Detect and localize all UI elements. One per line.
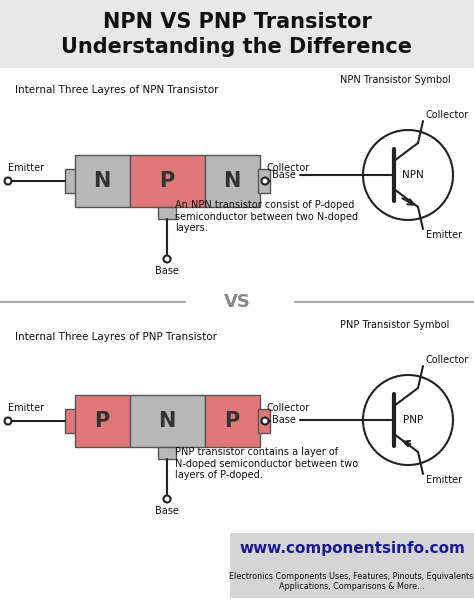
Circle shape — [164, 495, 171, 502]
Bar — [0, 530, 474, 601]
Circle shape — [363, 375, 453, 465]
Bar — [230, 533, 474, 598]
Text: N: N — [223, 171, 241, 191]
Text: NPN VS PNP Transistor: NPN VS PNP Transistor — [102, 12, 372, 32]
Text: P: P — [224, 411, 240, 431]
Text: NPN: NPN — [402, 170, 424, 180]
Bar — [65, 169, 77, 193]
Circle shape — [4, 418, 11, 424]
Text: Collector: Collector — [426, 110, 469, 120]
Bar — [65, 409, 77, 433]
Text: N: N — [93, 171, 111, 191]
Text: Emitter: Emitter — [426, 475, 462, 485]
Text: Collector: Collector — [267, 163, 310, 173]
Text: Base: Base — [155, 266, 179, 276]
Text: Emitter: Emitter — [8, 163, 44, 173]
Circle shape — [164, 255, 171, 263]
Bar — [258, 169, 270, 193]
Text: PNP: PNP — [403, 415, 423, 425]
Text: Understanding the Difference: Understanding the Difference — [62, 37, 412, 57]
Text: Emitter: Emitter — [426, 230, 462, 240]
Bar — [258, 409, 270, 433]
Text: Collector: Collector — [267, 403, 310, 413]
Text: Base: Base — [155, 506, 179, 516]
Bar — [130, 155, 205, 207]
Text: P: P — [94, 411, 109, 431]
Circle shape — [262, 418, 268, 424]
Bar — [0, 0, 474, 68]
Text: Collector: Collector — [426, 355, 469, 365]
Text: Internal Three Layres of NPN Transistor: Internal Three Layres of NPN Transistor — [15, 85, 219, 95]
Text: www.componentsinfo.com: www.componentsinfo.com — [239, 540, 465, 555]
Circle shape — [363, 130, 453, 220]
Text: PNP Transistor Symbol: PNP Transistor Symbol — [340, 320, 449, 330]
Bar — [75, 155, 130, 207]
Text: PNP transistor contains a layer of
N-doped semiconductor between two
layers of P: PNP transistor contains a layer of N-dop… — [175, 447, 358, 480]
Bar — [75, 395, 130, 447]
Text: N: N — [158, 411, 176, 431]
Circle shape — [4, 177, 11, 185]
Bar — [205, 395, 260, 447]
Text: www.co: www.co — [62, 415, 179, 495]
Text: Emitter: Emitter — [8, 403, 44, 413]
Bar — [158, 207, 176, 219]
Text: Base: Base — [272, 415, 296, 425]
Text: Internal Three Layres of PNP Transistor: Internal Three Layres of PNP Transistor — [15, 332, 217, 342]
Text: An NPN transistor consist of P-doped
semiconductor between two N-doped
layers.: An NPN transistor consist of P-doped sem… — [175, 200, 358, 233]
Text: Base: Base — [272, 170, 296, 180]
Bar — [158, 447, 176, 459]
Text: www.co: www.co — [62, 169, 179, 250]
Text: P: P — [159, 171, 174, 191]
Bar — [130, 395, 205, 447]
Text: NPN Transistor Symbol: NPN Transistor Symbol — [340, 75, 451, 85]
Text: VS: VS — [224, 293, 250, 311]
Bar — [205, 155, 260, 207]
Bar — [0, 68, 474, 295]
Circle shape — [262, 177, 268, 185]
Text: Electronics Components Uses, Features, Pinouts, Equivalents,
Applications, Compa: Electronics Components Uses, Features, P… — [228, 572, 474, 591]
Bar — [0, 315, 474, 530]
